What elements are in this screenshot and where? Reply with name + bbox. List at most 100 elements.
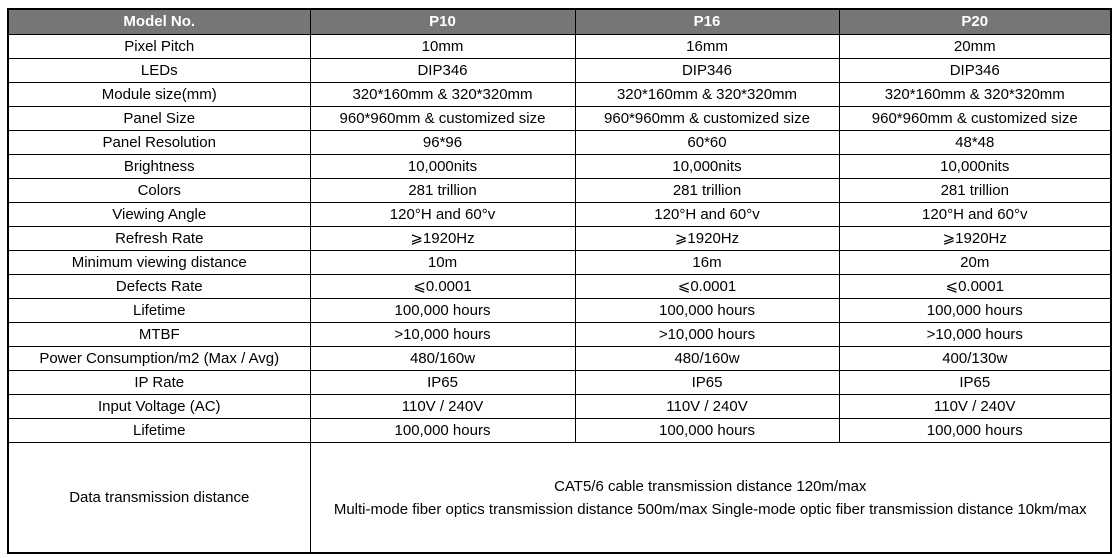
- table-row: LEDs DIP346 DIP346 DIP346: [7, 58, 1112, 83]
- spec-value: 110V / 240V: [838, 394, 1112, 419]
- table-row: Power Consumption/m2 (Max / Avg) 480/160w…: [7, 346, 1112, 371]
- spec-value: 48*48: [838, 130, 1112, 155]
- spec-value: 10,000nits: [838, 154, 1112, 179]
- spec-value: ⩾1920Hz: [574, 226, 840, 251]
- spec-value: 100,000 hours: [309, 298, 576, 323]
- spec-value: ⩾1920Hz: [838, 226, 1112, 251]
- spec-value: ⩽0.0001: [309, 274, 576, 299]
- spec-value: 400/130w: [838, 346, 1112, 371]
- spec-label: Refresh Rate: [7, 226, 311, 251]
- spec-value: >10,000 hours: [574, 322, 840, 347]
- table-row: IP Rate IP65 IP65 IP65: [7, 370, 1112, 395]
- spec-value: 110V / 240V: [309, 394, 576, 419]
- spec-label: Defects Rate: [7, 274, 311, 299]
- table-row: Brightness 10,000nits 10,000nits 10,000nits: [7, 154, 1112, 179]
- spec-label: Lifetime: [7, 298, 311, 323]
- spec-label: Input Voltage (AC): [7, 394, 311, 419]
- header-p20: P20: [838, 8, 1112, 35]
- spec-label: Brightness: [7, 154, 311, 179]
- table-row: MTBF >10,000 hours >10,000 hours >10,000 ho…: [7, 322, 1112, 347]
- spec-value: IP65: [574, 370, 840, 395]
- spec-value: 960*960mm & customized size: [574, 106, 840, 131]
- spec-footer: Data transmission distance CAT5/6 cable …: [7, 442, 1112, 554]
- spec-value: ⩽0.0001: [574, 274, 840, 299]
- table-row: Colors 281 trillion 281 trillion 281 trilli…: [7, 178, 1112, 203]
- table-row: Module size(mm) 320*160mm & 320*320mm 320*…: [7, 82, 1112, 107]
- footer-value: CAT5/6 cable transmission distance 120m/…: [309, 442, 1112, 554]
- table-row: Viewing Angle 120°H and 60°v 120°H and 60°…: [7, 202, 1112, 227]
- spec-value: 320*160mm & 320*320mm: [838, 82, 1112, 107]
- spec-value: ⩾1920Hz: [309, 226, 576, 251]
- spec-label: Panel Size: [7, 106, 311, 131]
- footer-label: Data transmission distance: [7, 442, 311, 554]
- table-row: Panel Size 960*960mm & customized size 960…: [7, 106, 1112, 131]
- spec-value: 281 trillion: [574, 178, 840, 203]
- spec-value: 480/160w: [309, 346, 576, 371]
- spec-value: 10,000nits: [574, 154, 840, 179]
- spec-value: 480/160w: [574, 346, 840, 371]
- spec-value: 110V / 240V: [574, 394, 840, 419]
- spec-value: IP65: [838, 370, 1112, 395]
- spec-value: 96*96: [309, 130, 576, 155]
- spec-value: 120°H and 60°v: [574, 202, 840, 227]
- spec-label: Colors: [7, 178, 311, 203]
- spec-value: 16mm: [574, 34, 840, 59]
- spec-value: 20m: [838, 250, 1112, 275]
- table-row: Minimum viewing distance 10m 16m 20m: [7, 250, 1112, 275]
- spec-value: 16m: [574, 250, 840, 275]
- spec-label: Pixel Pitch: [7, 34, 311, 59]
- table-row: Lifetime 100,000 hours 100,000 hours 100,00…: [7, 298, 1112, 323]
- header-p16: P16: [574, 8, 840, 35]
- spec-value: 10m: [309, 250, 576, 275]
- spec-value: 120°H and 60°v: [309, 202, 576, 227]
- table-row: Refresh Rate ⩾1920Hz ⩾1920Hz ⩾1920Hz: [7, 226, 1112, 251]
- spec-label: LEDs: [7, 58, 311, 83]
- spec-rows: Pixel Pitch 10mm 16mm 20mm LEDs DIP346 DIP346 D…: [7, 34, 1112, 443]
- spec-value: 100,000 hours: [574, 298, 840, 323]
- spec-label: IP Rate: [7, 370, 311, 395]
- spec-value: DIP346: [309, 58, 576, 83]
- spec-value: >10,000 hours: [838, 322, 1112, 347]
- spec-label: Module size(mm): [7, 82, 311, 107]
- spec-value: 100,000 hours: [574, 418, 840, 443]
- footer-line-2: Multi-mode fiber optics transmission dis…: [333, 500, 1087, 518]
- table-row: Pixel Pitch 10mm 16mm 20mm: [7, 34, 1112, 59]
- spec-value: 281 trillion: [838, 178, 1112, 203]
- table-row: Input Voltage (AC) 110V / 240V 110V / 240V…: [7, 394, 1112, 419]
- spec-table-header: Model No. P10 P16 P20: [7, 8, 1112, 35]
- spec-value: 100,000 hours: [838, 298, 1112, 323]
- footer-line-1: CAT5/6 cable transmission distance 120m/…: [554, 477, 867, 495]
- spec-table: Model No. P10 P16 P20 Pixel Pitch 10mm 16m…: [7, 8, 1112, 554]
- spec-label: Power Consumption/m2 (Max / Avg): [7, 346, 311, 371]
- spec-label: Minimum viewing distance: [7, 250, 311, 275]
- table-row: Panel Resolution 96*96 60*60 48*48: [7, 130, 1112, 155]
- spec-value: 120°H and 60°v: [838, 202, 1112, 227]
- spec-value: 100,000 hours: [309, 418, 576, 443]
- spec-value: 60*60: [574, 130, 840, 155]
- header-row: Model No. P10 P16 P20: [7, 8, 1112, 35]
- spec-value: IP65: [309, 370, 576, 395]
- header-p10: P10: [309, 8, 576, 35]
- spec-value: DIP346: [838, 58, 1112, 83]
- table-row: Lifetime 100,000 hours 100,000 hours 100,00…: [7, 418, 1112, 443]
- spec-value: 320*160mm & 320*320mm: [309, 82, 576, 107]
- header-model-no: Model No.: [7, 8, 311, 35]
- spec-value: DIP346: [574, 58, 840, 83]
- spec-value: 10,000nits: [309, 154, 576, 179]
- spec-value: 10mm: [309, 34, 576, 59]
- spec-value: >10,000 hours: [309, 322, 576, 347]
- spec-label: Viewing Angle: [7, 202, 311, 227]
- spec-value: 960*960mm & customized size: [309, 106, 576, 131]
- spec-value: 320*160mm & 320*320mm: [574, 82, 840, 107]
- spec-value: 960*960mm & customized size: [838, 106, 1112, 131]
- spec-value: 100,000 hours: [838, 418, 1112, 443]
- spec-value: 281 trillion: [309, 178, 576, 203]
- footer-row: Data transmission distance CAT5/6 cable …: [7, 442, 1112, 554]
- spec-value: 20mm: [838, 34, 1112, 59]
- footer-text: CAT5/6 cable transmission distance 120m/…: [313, 475, 1109, 521]
- spec-label: MTBF: [7, 322, 311, 347]
- table-row: Defects Rate ⩽0.0001 ⩽0.0001 ⩽0.0001: [7, 274, 1112, 299]
- spec-label: Panel Resolution: [7, 130, 311, 155]
- spec-label: Lifetime: [7, 418, 311, 443]
